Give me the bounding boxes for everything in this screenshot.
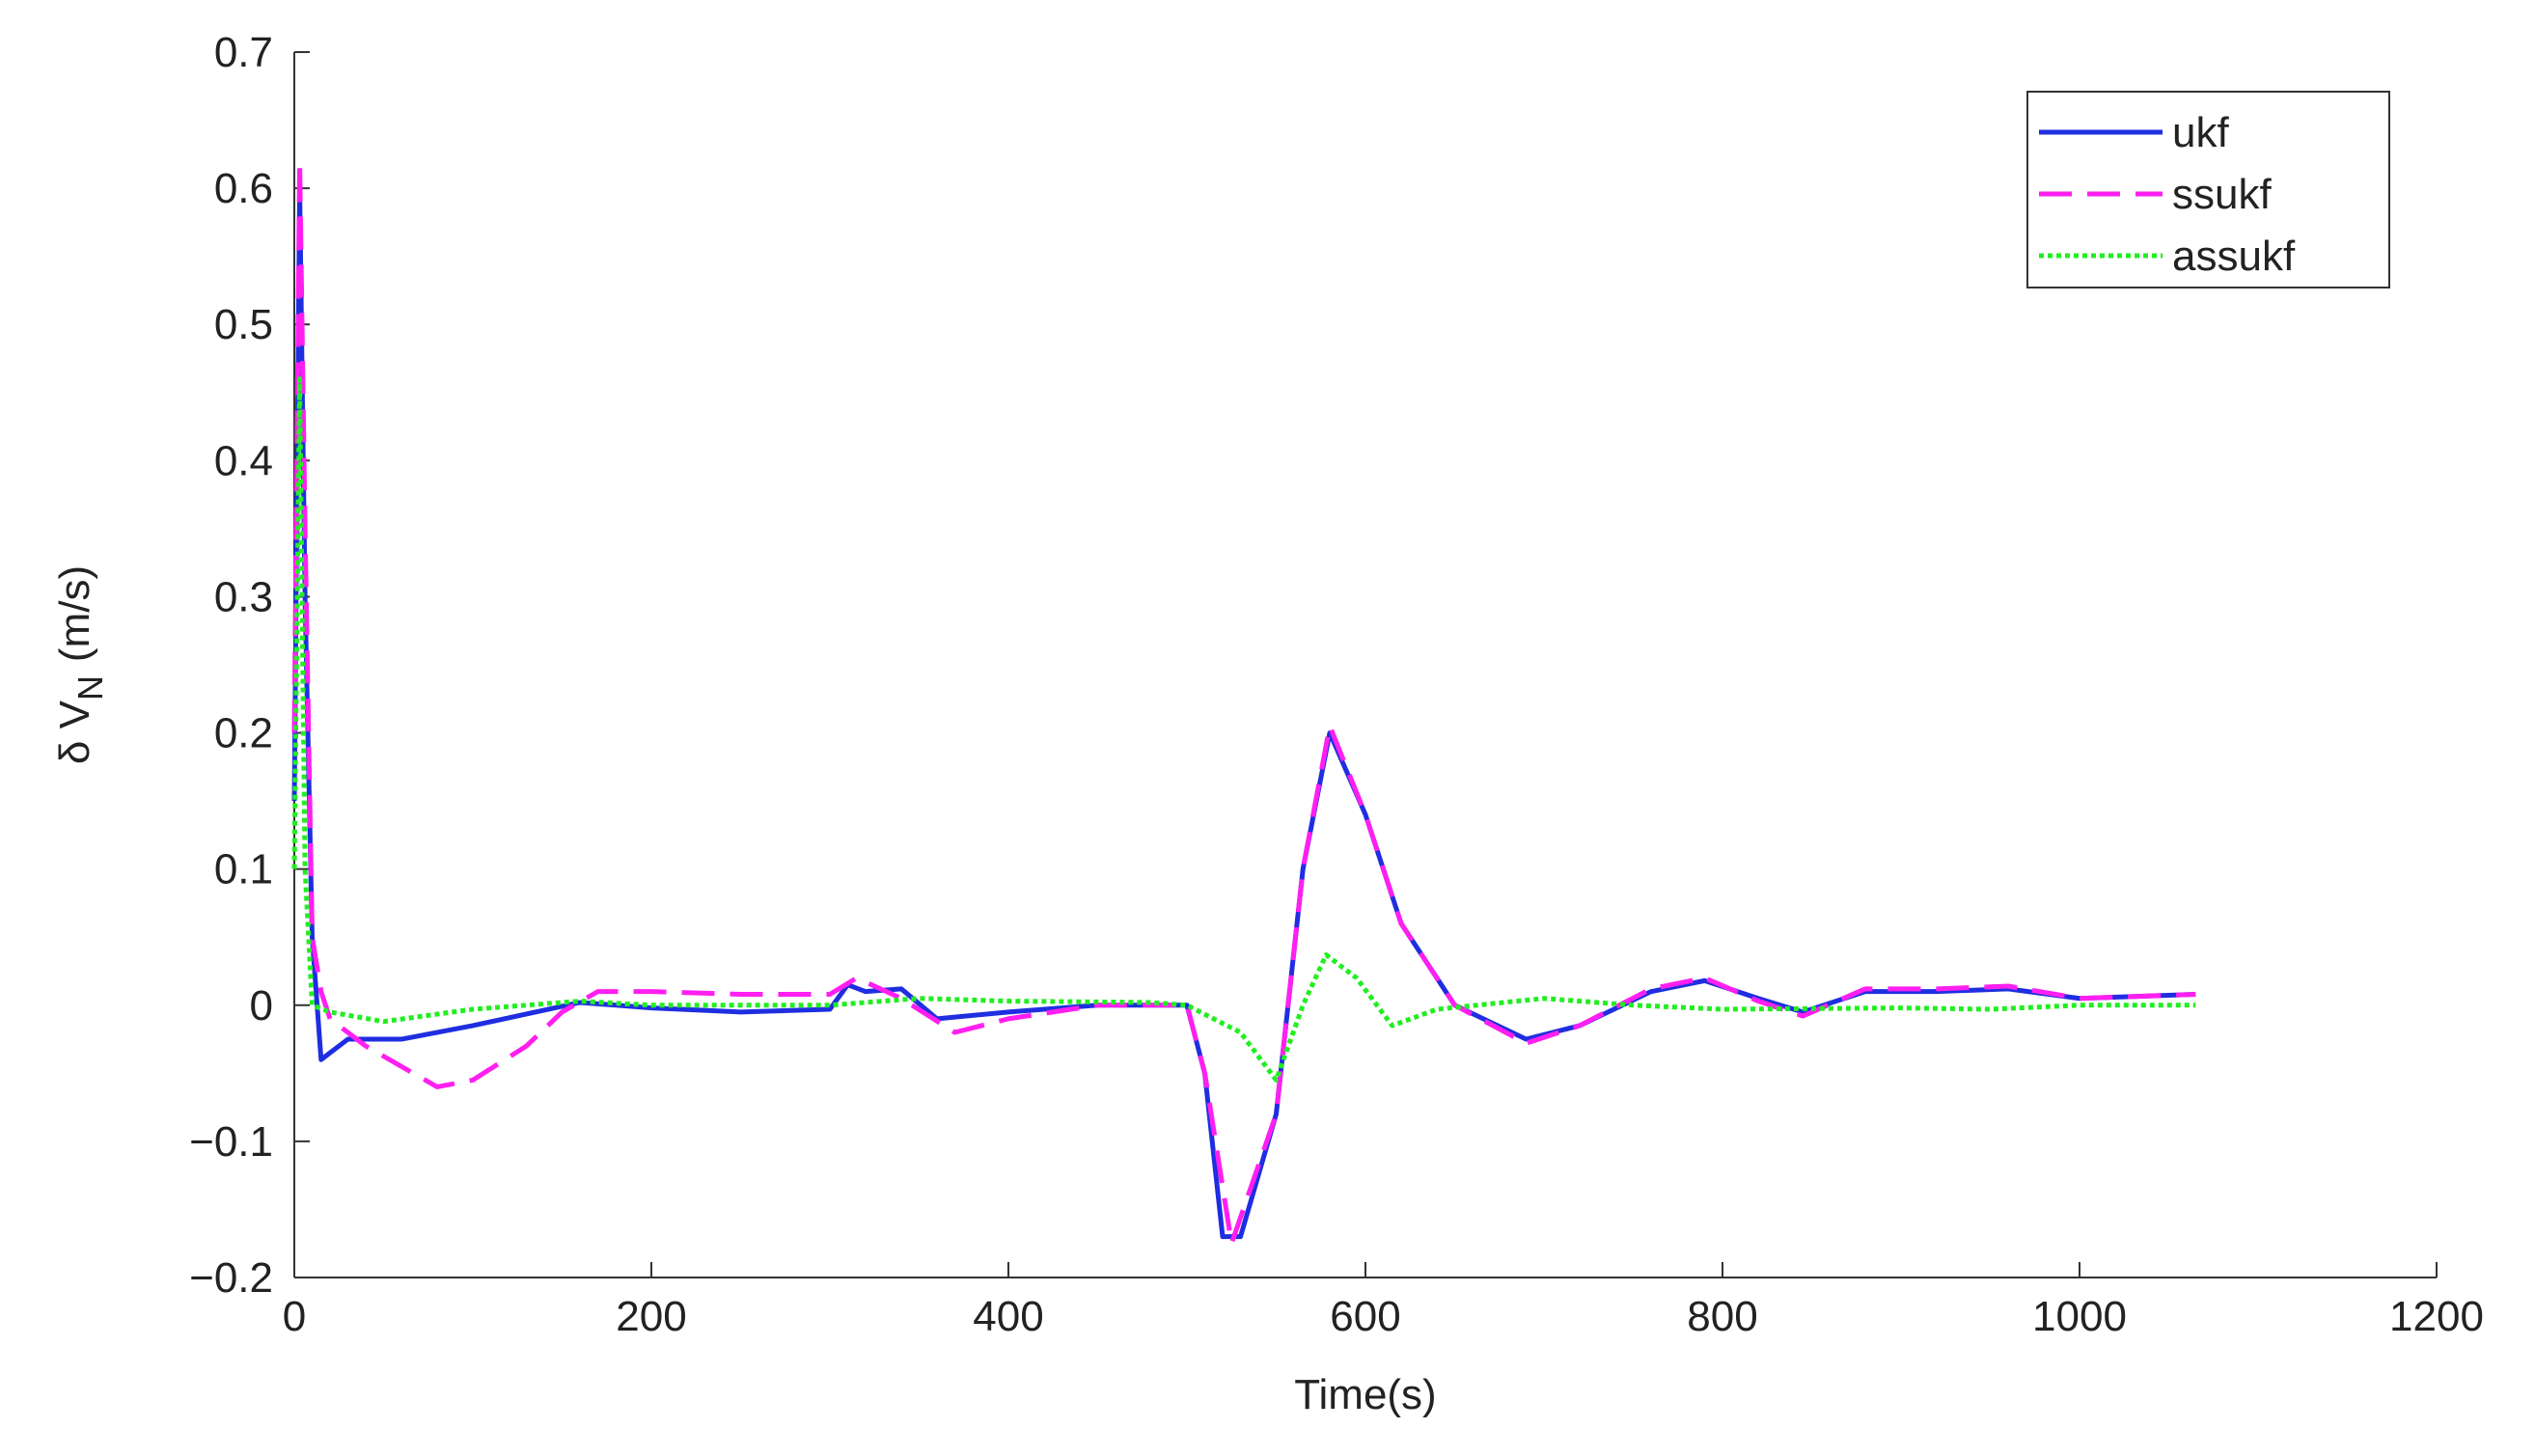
y-axis-label: δ VN (m/s): [51, 565, 110, 764]
y-tick-label: −0.1: [189, 1118, 273, 1166]
y-tick-label: 0.5: [214, 301, 273, 348]
y-label-unit: (m/s): [51, 565, 98, 662]
series-line: [291, 185, 2196, 1240]
y-tick-label: 0: [250, 982, 273, 1030]
y-tick-label: 0.4: [214, 437, 273, 484]
x-tick-label: 200: [616, 1293, 686, 1340]
x-tick-label: 0: [283, 1293, 306, 1340]
y-tick-label: 0.3: [214, 573, 273, 620]
legend-label: ssukf: [2172, 171, 2272, 218]
legend-label: assukf: [2172, 233, 2296, 280]
x-tick-label: 600: [1330, 1293, 1400, 1340]
x-tick-label: 1000: [2032, 1293, 2127, 1340]
y-tick-label: 0.6: [214, 165, 273, 212]
y-tick-label: 0.2: [214, 710, 273, 757]
x-tick-label: 1200: [2389, 1293, 2484, 1340]
y-tick-label: −0.2: [189, 1254, 273, 1302]
legend-box: [2026, 91, 2390, 288]
y-tick-label: 0.1: [214, 846, 273, 893]
x-tick-label: 400: [973, 1293, 1043, 1340]
x-tick-label: 800: [1687, 1293, 1757, 1340]
y-tick-label: 0.7: [214, 29, 273, 76]
legend-label: ukf: [2172, 109, 2229, 156]
y-label-subscript: N: [70, 675, 110, 701]
x-axis-label: Time(s): [1294, 1371, 1436, 1418]
series-line: [291, 376, 2196, 1083]
y-label-main: δ V: [51, 700, 98, 764]
series-line: [291, 158, 2196, 1247]
